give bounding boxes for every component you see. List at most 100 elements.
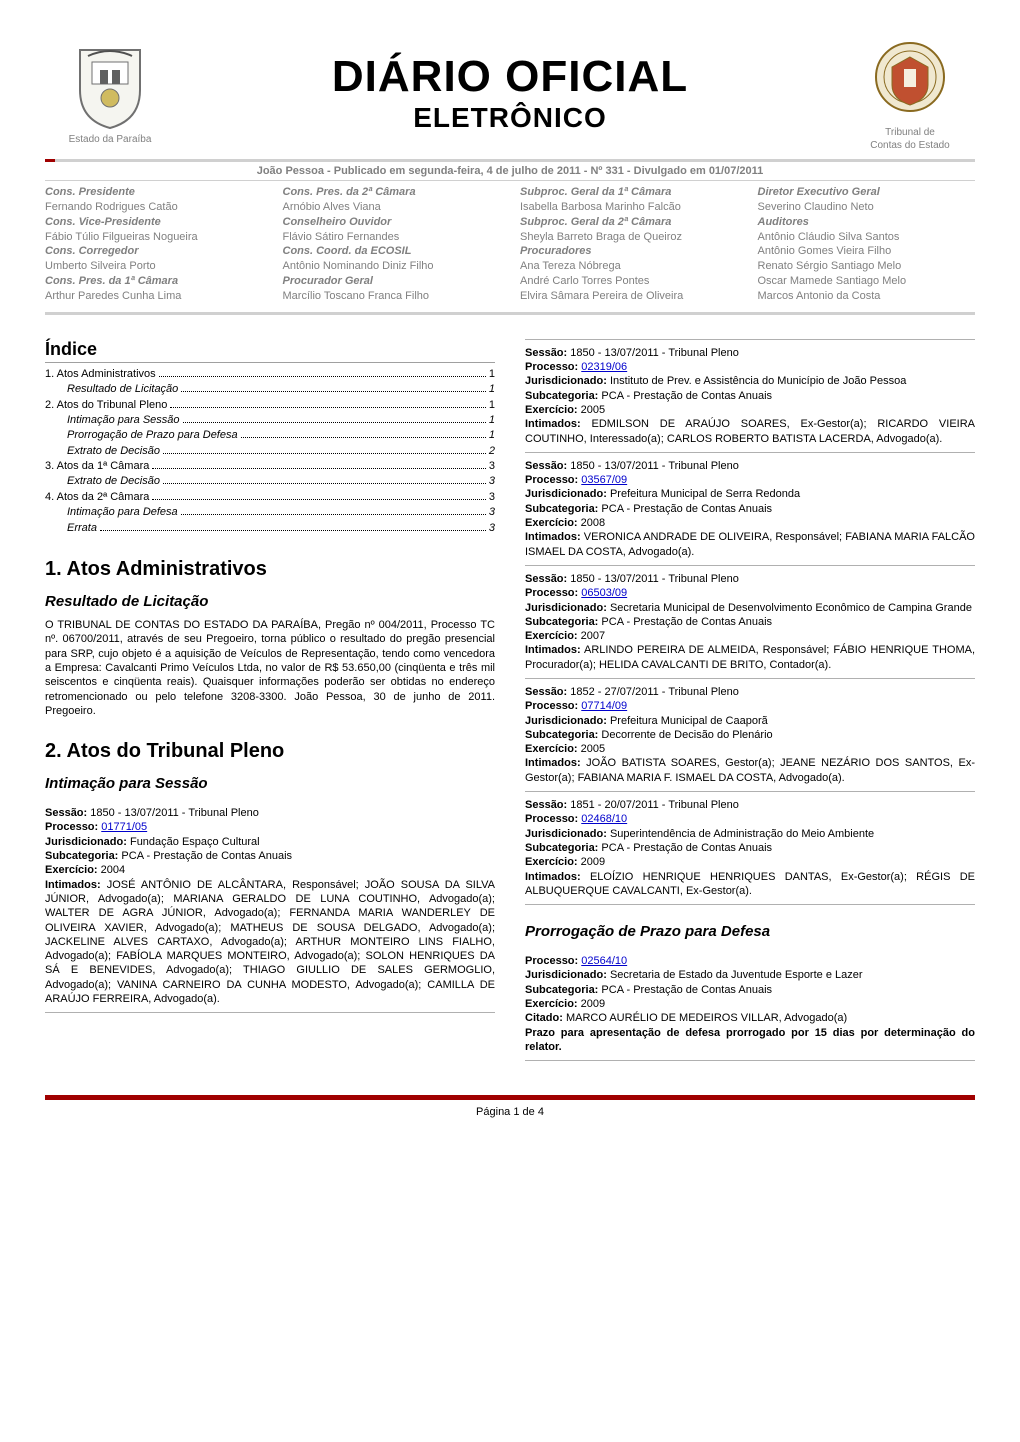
- divider: [45, 180, 975, 181]
- process-link[interactable]: 02468/10: [581, 813, 627, 825]
- indice-label: 1. Atos Administrativos: [45, 367, 156, 382]
- label-exercicio: Exercício:: [525, 856, 578, 868]
- process-link[interactable]: 03567/09: [581, 474, 627, 486]
- process-link[interactable]: 06503/09: [581, 587, 627, 599]
- header-row: Estado da Paraíba DIÁRIO OFICIAL ELETRÔN…: [45, 35, 975, 151]
- indice-row[interactable]: Extrato de Decisão 2: [45, 444, 495, 459]
- process-link[interactable]: 02564/10: [581, 955, 627, 967]
- indice-dots: [183, 422, 486, 423]
- session-entry: Sessão: 1851 - 20/07/2011 - Tribunal Ple…: [525, 792, 975, 905]
- label-jurisdicionado: Jurisdicionado:: [45, 836, 127, 848]
- official-role: Cons. Pres. da 2ª Câmara: [283, 186, 416, 198]
- indice-row[interactable]: Errata3: [45, 521, 495, 536]
- indice-row[interactable]: Intimação para Sessão1: [45, 413, 495, 428]
- label-jurisdicionado: Jurisdicionado:: [525, 375, 607, 387]
- right-emblem: Tribunal de Contas do Estado: [845, 35, 975, 151]
- entry-intimados: ARLINDO PEREIRA DE ALMEIDA, Responsável;…: [525, 644, 975, 670]
- entry-exercicio: 2009: [581, 856, 605, 868]
- entry-intimados: JOSÉ ANTÔNIO DE ALCÂNTARA, Responsável; …: [45, 879, 495, 1005]
- main-title: DIÁRIO OFICIAL: [175, 52, 845, 102]
- session-entry: Sessão: 1850 - 13/07/2011 - Tribunal Ple…: [525, 339, 975, 453]
- indice-dots: [152, 468, 486, 469]
- indice-row[interactable]: 4. Atos da 2ª Câmara3: [45, 490, 495, 505]
- label-jurisdicionado: Jurisdicionado:: [525, 969, 607, 981]
- official-name: Fábio Túlio Filgueiras Nogueira: [45, 230, 263, 245]
- indice-page: 1: [489, 398, 495, 413]
- publication-line: João Pessoa - Publicado em segunda-feira…: [45, 165, 975, 177]
- indice-dots: [100, 530, 486, 531]
- entry-subcategoria: PCA - Prestação de Contas Anuais: [121, 850, 292, 862]
- entry-intimados: ELOÍZIO HENRIQUE HENRIQUES DANTAS, Ex-Ge…: [525, 871, 975, 897]
- entry-jurisdicionado: Secretaria Municipal de Desenvolvimento …: [610, 602, 972, 614]
- official-role: Conselheiro Ouvidor: [283, 216, 392, 228]
- indice-label: Extrato de Decisão: [67, 444, 160, 459]
- label-exercicio: Exercício:: [45, 864, 98, 876]
- entry-subcategoria: PCA - Prestação de Contas Anuais: [601, 842, 772, 854]
- indice-dots: [163, 483, 486, 484]
- official-name: Marcos Antonio da Costa: [758, 289, 976, 304]
- indice-row[interactable]: Intimação para Defesa3: [45, 505, 495, 520]
- officials-block: Cons. PresidenteFernando Rodrigues Catão…: [45, 183, 975, 310]
- process-link[interactable]: 07714/09: [581, 700, 627, 712]
- label-processo: Processo:: [525, 361, 578, 373]
- official-role: Cons. Coord. da ECOSIL: [283, 245, 412, 257]
- entry-subcategoria: PCA - Prestação de Contas Anuais: [601, 390, 772, 402]
- label-processo: Processo:: [525, 955, 578, 967]
- process-link[interactable]: 02319/06: [581, 361, 627, 373]
- label-jurisdicionado: Jurisdicionado:: [525, 828, 607, 840]
- official-name: Isabella Barbosa Marinho Falcão: [520, 200, 738, 215]
- session-entry: Sessão: 1850 - 13/07/2011 - Tribunal Ple…: [525, 566, 975, 679]
- entry-exercicio: 2007: [581, 630, 605, 642]
- indice-page: 3: [489, 521, 495, 536]
- prorrog-entry: Processo: 02564/10 Jurisdicionado: Secre…: [525, 948, 975, 1061]
- indice-label: Extrato de Decisão: [67, 474, 160, 489]
- entry-intimados: VERONICA ANDRADE DE OLIVEIRA, Responsáve…: [525, 531, 975, 557]
- entry-exercicio: 2008: [581, 517, 605, 529]
- tribunal-seal-icon: [870, 35, 950, 125]
- official-role: Subproc. Geral da 1ª Câmara: [520, 186, 671, 198]
- indice-row[interactable]: 1. Atos Administrativos 1: [45, 367, 495, 382]
- label-intimados: Intimados:: [525, 418, 581, 430]
- label-processo: Processo:: [525, 813, 578, 825]
- officials-col-3: Subproc. Geral da 1ª Câmara Isabella Barb…: [520, 185, 738, 304]
- official-role: Auditores: [758, 216, 809, 228]
- indice-row[interactable]: 3. Atos da 1ª Câmara3: [45, 459, 495, 474]
- label-sessao: Sessão:: [525, 799, 567, 811]
- label-intimados: Intimados:: [525, 757, 581, 769]
- indice-row[interactable]: Resultado de Licitação1: [45, 382, 495, 397]
- entry-subcategoria: Decorrente de Decisão do Plenário: [601, 729, 772, 741]
- official-name: Antônio Nominando Diniz Filho: [283, 259, 501, 274]
- indice-row[interactable]: Extrato de Decisão3: [45, 474, 495, 489]
- official-name: Umberto Silveira Porto: [45, 259, 263, 274]
- official-name: Arnóbio Alves Viana: [283, 200, 501, 215]
- official-name: Antônio Gomes Vieira Filho: [758, 244, 976, 259]
- indice-page: 3: [489, 459, 495, 474]
- indice-title: Índice: [45, 339, 495, 363]
- entry-sessao: 1850 - 13/07/2011 - Tribunal Pleno: [570, 347, 739, 359]
- entry-exercicio: 2005: [581, 404, 605, 416]
- indice-page: 2: [489, 444, 495, 459]
- right-emblem-caption-1: Tribunal de: [885, 127, 935, 138]
- entry-sessao: 1851 - 20/07/2011 - Tribunal Pleno: [570, 799, 739, 811]
- indice-page: 1: [489, 367, 495, 382]
- indice-page: 3: [489, 505, 495, 520]
- official-name: Antônio Cláudio Silva Santos: [758, 230, 976, 245]
- indice-label: Resultado de Licitação: [67, 382, 178, 397]
- entry-exercicio: 2004: [101, 864, 125, 876]
- indice-row[interactable]: 2. Atos do Tribunal Pleno1: [45, 398, 495, 413]
- official-name: Flávio Sátiro Fernandes: [283, 230, 501, 245]
- officials-col-2: Cons. Pres. da 2ª Câmara Arnóbio Alves Vi…: [283, 185, 501, 304]
- entry-sessao: 1850 - 13/07/2011 - Tribunal Pleno: [570, 460, 739, 472]
- label-jurisdicionado: Jurisdicionado:: [525, 602, 607, 614]
- section-2-sub-2-title: Prorrogação de Prazo para Defesa: [525, 923, 975, 940]
- indice-dots: [181, 391, 486, 392]
- label-citado: Citado:: [525, 1012, 563, 1024]
- process-link[interactable]: 01771/05: [101, 821, 147, 833]
- indice-row[interactable]: Prorrogação de Prazo para Defesa1: [45, 428, 495, 443]
- entry-sessao: 1850 - 13/07/2011 - Tribunal Pleno: [90, 807, 259, 819]
- label-jurisdicionado: Jurisdicionado:: [525, 488, 607, 500]
- divider: [45, 312, 975, 315]
- label-subcategoria: Subcategoria:: [525, 984, 598, 996]
- label-processo: Processo:: [525, 700, 578, 712]
- entry-jurisdicionado: Secretaria de Estado da Juventude Esport…: [610, 969, 863, 981]
